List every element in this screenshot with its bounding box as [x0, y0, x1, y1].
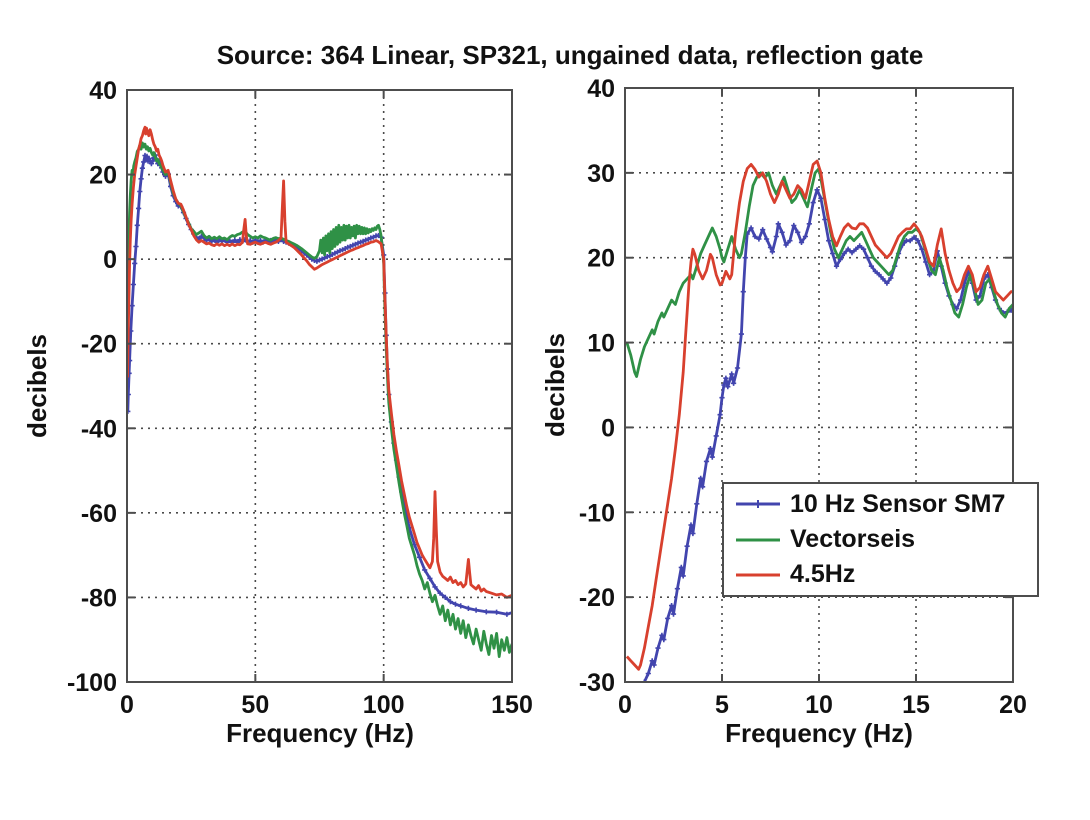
legend-item-2: 4.5Hz: [734, 558, 1037, 592]
x-tick-label: 0: [618, 691, 632, 719]
y-tick-label: 20: [587, 245, 615, 273]
legend-swatch-icon: [736, 500, 780, 509]
x-tick-label: 150: [491, 691, 533, 719]
legend-swatch-icon: [736, 573, 780, 577]
y-axis-label-left: decibels: [22, 333, 52, 439]
legend-label: 10 Hz Sensor SM7: [790, 489, 1006, 518]
x-tick-label: 100: [363, 691, 405, 719]
x-tick-label: 0: [120, 691, 134, 719]
series-line-0: [643, 188, 1013, 682]
y-tick-label: 40: [89, 77, 117, 105]
legend-item-1: Vectorseis: [734, 523, 1037, 557]
x-tick-label: 20: [999, 691, 1027, 719]
legend: 10 Hz Sensor SM7 Vectorseis 4.5Hz: [722, 482, 1039, 597]
plot-box: [126, 89, 513, 683]
legend-swatch-icon: [736, 538, 780, 541]
y-tick-label: -60: [81, 500, 117, 528]
y-tick-label: -100: [67, 669, 117, 697]
y-tick-label: -40: [81, 415, 117, 443]
x-tick-label: 50: [241, 691, 269, 719]
y-tick-label: 0: [601, 414, 615, 442]
series-line-2: [127, 125, 512, 599]
series-line-1: [625, 167, 1013, 378]
x-tick-label: 5: [715, 691, 729, 719]
y-tick-label: 40: [587, 75, 615, 103]
y-tick-label: 10: [587, 330, 615, 358]
y-tick-label: -80: [81, 584, 117, 612]
y-tick-label: -30: [579, 669, 615, 697]
y-tick-label: 20: [89, 162, 117, 190]
series-line-0: [127, 153, 512, 616]
y-tick-label: 30: [587, 160, 615, 188]
y-axis-label-right: decibels: [540, 332, 570, 438]
series-line-1: [127, 141, 512, 658]
figure-title: Source: 364 Linear, SP321, ungained data…: [216, 40, 924, 70]
y-tick-label: -10: [579, 499, 615, 527]
legend-item-0: 10 Hz Sensor SM7: [734, 487, 1037, 521]
legend-label: Vectorseis: [790, 525, 916, 553]
series-markers-0: [127, 152, 512, 617]
y-tick-label: 0: [103, 246, 117, 274]
x-tick-label: 15: [902, 691, 930, 719]
legend-label: 4.5Hz: [790, 560, 856, 589]
x-axis-label-left: Frequency (Hz): [226, 718, 414, 748]
y-tick-label: -20: [81, 331, 117, 359]
x-tick-label: 10: [805, 691, 833, 719]
y-tick-label: -20: [579, 584, 615, 612]
series-line-2: [625, 159, 1013, 671]
x-axis-label-right: Frequency (Hz): [725, 718, 913, 748]
